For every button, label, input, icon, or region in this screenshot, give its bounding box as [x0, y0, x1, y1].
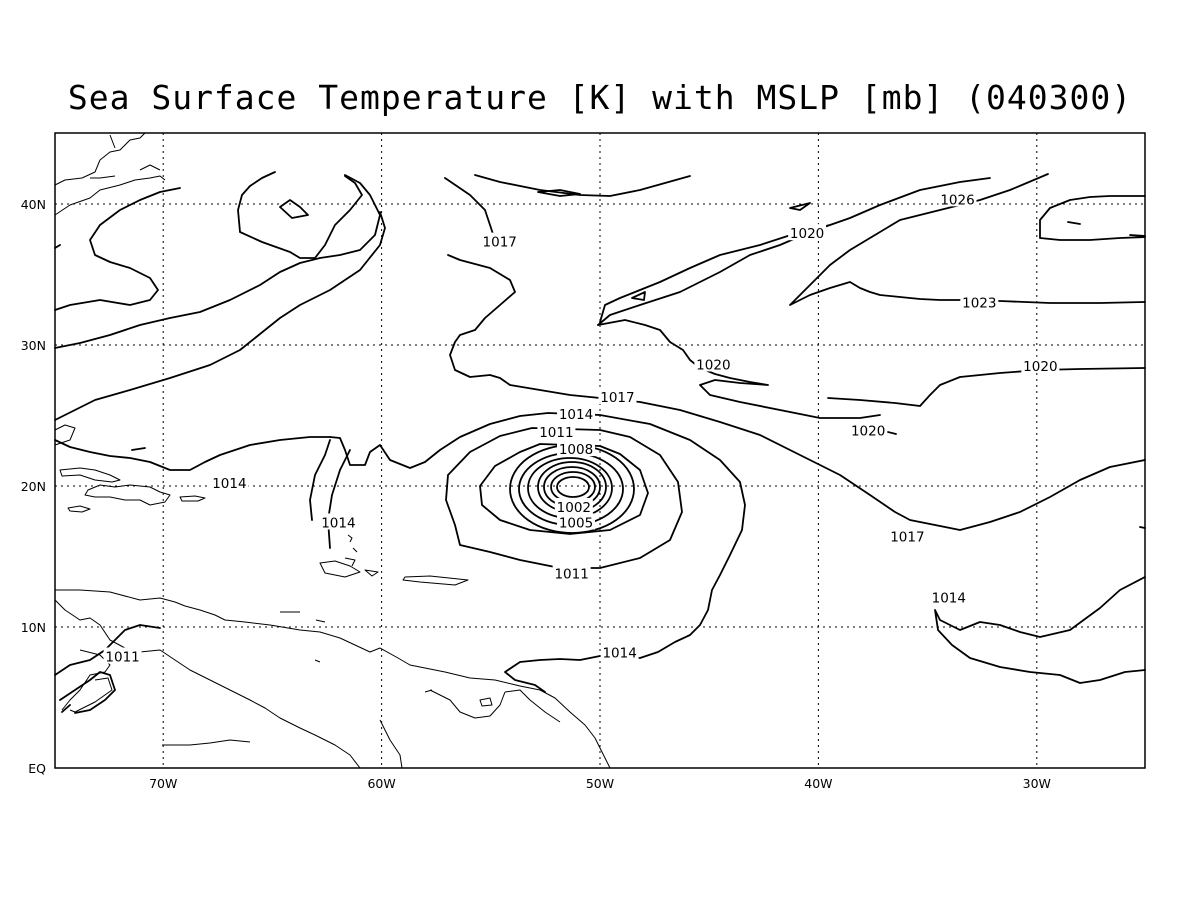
- isobar-1026: [1039, 195, 1146, 241]
- contour-label-bg: [552, 564, 591, 581]
- contour-label: 1020: [790, 226, 824, 242]
- coastline-south-america: [54, 589, 611, 769]
- contour-label: 1014: [602, 645, 636, 661]
- contour-label-bg: [960, 293, 999, 310]
- contour-label: 1020: [851, 424, 885, 440]
- contour-label-bg: [557, 513, 596, 530]
- y-tick-label: 30N: [21, 338, 46, 353]
- x-tick-label: 50W: [586, 776, 614, 791]
- contour-label-bg: [557, 440, 596, 457]
- isobar-ring: [556, 476, 590, 498]
- contour-label: 1014: [559, 407, 593, 423]
- coastline-guiana: [429, 689, 561, 723]
- contour-label-bg: [694, 355, 733, 372]
- isobar-1014-east: [934, 576, 1146, 684]
- isobar-1014-main: [329, 412, 746, 693]
- x-tick-label: 30W: [1023, 776, 1051, 791]
- y-tick-label: EQ: [28, 761, 46, 776]
- coastline-north-america: [54, 132, 166, 216]
- isobar-1020-upper: [597, 177, 991, 326]
- contour-label: 1011: [105, 650, 139, 666]
- plot-frame: [54, 132, 1146, 769]
- contour-label-bg: [319, 513, 358, 530]
- low-center-marker: [570, 486, 577, 491]
- y-tick-label: 10N: [21, 620, 46, 635]
- contour-label: 1005: [559, 515, 593, 531]
- contour-label: 1011: [539, 425, 573, 441]
- contour-label: 1008: [559, 442, 593, 458]
- coastline-cuba: [54, 424, 121, 483]
- contour-label-bg: [788, 224, 827, 241]
- isobar-1014-top: [54, 187, 386, 421]
- contour-label-bg: [480, 232, 519, 249]
- contour-label: 1014: [932, 590, 966, 606]
- contour-label: 1017: [890, 530, 924, 546]
- isobar-1017-mid: [447, 254, 1146, 531]
- page-title: Sea Surface Temperature [K] with MSLP [m…: [67, 78, 1133, 117]
- contour-label-bg: [557, 404, 596, 421]
- coastline-puerto-rico: [179, 495, 206, 502]
- isobar-1011-west: [54, 447, 161, 714]
- y-tick-label: 40N: [21, 197, 46, 212]
- x-axis: 70W 60W 50W 40W 30W: [149, 776, 1051, 791]
- isobar-1014-west: [54, 436, 351, 549]
- contour-label-bg: [1021, 356, 1060, 373]
- contour-label: 1014: [321, 515, 355, 531]
- isobar-1017-top: [54, 174, 691, 349]
- contour-label: 1017: [600, 390, 634, 406]
- contour-label-bg: [103, 647, 142, 664]
- contour-label: 1026: [940, 192, 974, 208]
- y-axis: EQ 10N 20N 30N 40N: [21, 197, 46, 776]
- isobar-1023: [789, 173, 1146, 306]
- contour-label-bg: [938, 190, 977, 207]
- contour-label-bg: [537, 423, 576, 440]
- contour-label: 1020: [1023, 359, 1057, 375]
- contour-label-bg: [929, 588, 968, 605]
- contour-label-bg: [554, 497, 593, 514]
- contour-label: 1023: [962, 295, 996, 311]
- contour-label: 1014: [212, 476, 246, 492]
- isobar-highs-north: [237, 171, 811, 301]
- coastline-jamaica: [67, 505, 91, 513]
- contour-label: 1002: [557, 500, 591, 516]
- contour-label-bg: [598, 387, 637, 404]
- x-tick-label: 40W: [804, 776, 832, 791]
- isobar-1020-mid: [597, 319, 1146, 419]
- contour-labels: 1026 1020 1023 1017 1020 1020 1017 1020 1014 1011…: [103, 190, 1060, 666]
- x-tick-label: 60W: [367, 776, 395, 791]
- coastline-hispaniola: [84, 484, 171, 506]
- contour-label-bg: [210, 473, 249, 490]
- contour-label: 1017: [483, 235, 517, 251]
- contour-label-bg: [888, 527, 927, 544]
- isobar-misc-east: [887, 221, 1146, 529]
- contour-label: 1011: [554, 566, 588, 582]
- isobar-1008: [479, 443, 649, 535]
- x-tick-label: 70W: [149, 776, 177, 791]
- contour-label-bg: [849, 421, 888, 438]
- contour-label-bg: [600, 643, 639, 660]
- contour-label: 1020: [696, 357, 730, 373]
- y-tick-label: 20N: [21, 479, 46, 494]
- coastline-islands-south: [280, 611, 433, 693]
